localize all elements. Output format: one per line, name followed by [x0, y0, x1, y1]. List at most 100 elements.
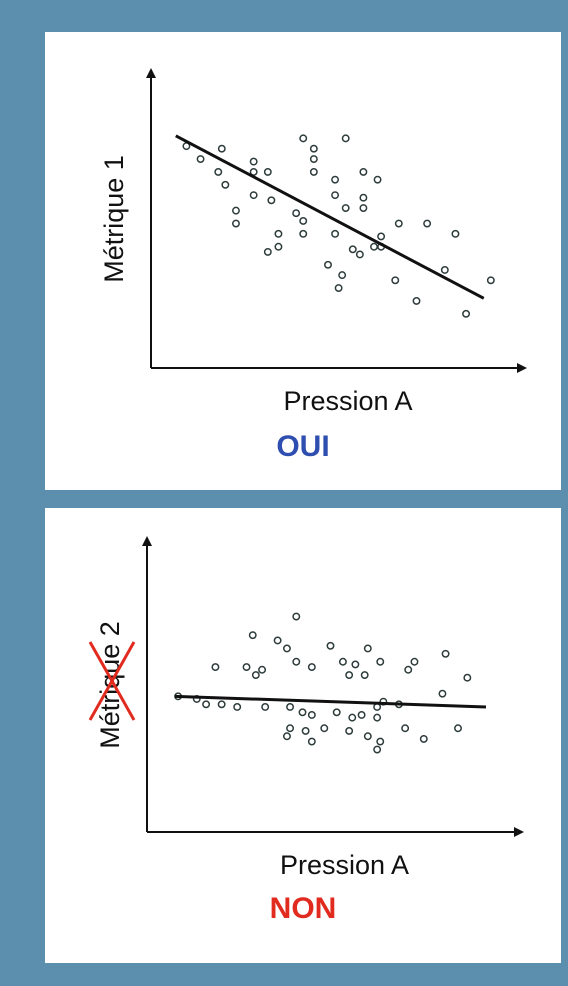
scatter-point	[196, 155, 205, 163]
scatter-point	[248, 631, 257, 640]
scatter-point	[299, 216, 308, 225]
scatter-point	[283, 732, 291, 741]
scatter-point	[438, 689, 447, 698]
scatter-point	[286, 703, 295, 711]
scatter-point	[324, 260, 332, 269]
scatter-point	[309, 155, 318, 163]
scatter-point	[345, 726, 354, 735]
scatter-point	[261, 703, 270, 711]
scatter-point	[363, 644, 372, 653]
scatter-point	[283, 644, 291, 653]
scatter-point	[307, 663, 316, 672]
trend-line	[175, 134, 485, 300]
scatter-point	[394, 219, 403, 228]
scatter-point	[391, 276, 400, 285]
scatter-point	[326, 641, 335, 650]
scatter-point	[359, 204, 368, 212]
scatter-point	[299, 134, 308, 143]
scatter-point	[441, 649, 450, 658]
scatter-point	[370, 242, 378, 251]
scatter-point	[373, 713, 382, 722]
scatter-point	[331, 191, 340, 200]
scatter-point	[214, 167, 223, 176]
scatter-point	[267, 196, 276, 205]
scatter-point	[274, 229, 283, 238]
scatter-point	[404, 665, 413, 674]
scatter-point	[331, 175, 340, 184]
scatter-point	[423, 219, 432, 228]
scatter-point	[309, 144, 318, 153]
scatter-point	[363, 732, 372, 741]
scatter-point	[292, 657, 301, 666]
scatter-point	[251, 671, 260, 680]
scatter-point	[263, 247, 272, 256]
scatter-point	[301, 726, 310, 735]
scatter-point	[341, 134, 350, 143]
scatter-point	[359, 193, 368, 202]
scatter-point	[410, 657, 419, 666]
scatter-point	[309, 167, 318, 176]
scatter-point	[307, 711, 316, 719]
scatter-point	[232, 206, 240, 215]
scatter-point	[273, 636, 282, 645]
scatter-point	[359, 167, 368, 176]
y-axis-label: Métrique 1	[99, 155, 129, 283]
scatter-point	[249, 157, 258, 166]
scatter-point	[233, 703, 242, 711]
scatter-point	[334, 284, 343, 292]
x-axis-label: Pression A	[283, 386, 412, 416]
scatter-point	[242, 663, 251, 672]
scatter-point	[373, 745, 382, 754]
scatter-point	[338, 657, 347, 666]
scatter-point	[320, 724, 329, 733]
scatter-point	[217, 144, 226, 153]
scatter-point	[463, 673, 472, 682]
scatter-point	[286, 724, 295, 733]
scatter-point	[298, 708, 307, 717]
scatter-point	[331, 229, 340, 238]
scatter-point	[355, 250, 364, 259]
scatter-point	[462, 309, 471, 318]
scatter-point	[419, 734, 428, 743]
scatter-point	[348, 245, 357, 254]
scatter-point	[263, 167, 272, 176]
scatter-point	[292, 209, 301, 218]
scatter-point	[351, 660, 360, 669]
scatter-point	[376, 737, 385, 746]
verdict-label-oui: OUI	[276, 430, 330, 463]
scatter-point	[451, 229, 460, 238]
scatter-chart-correlated: Pression A Métrique 1	[99, 68, 527, 416]
scatter-point	[211, 663, 220, 672]
scatter-point	[274, 242, 283, 251]
scatter-point	[258, 665, 267, 674]
trend-line	[174, 694, 487, 709]
scatter-point	[376, 657, 385, 666]
scatter-point	[202, 700, 211, 709]
scatter-point	[373, 175, 382, 184]
scatter-point	[292, 612, 301, 621]
scatter-point	[332, 708, 341, 717]
scatter-point	[412, 296, 421, 305]
scatter-point	[307, 737, 316, 746]
chart-panel-correlated: Pression A Métrique 1 OUI	[45, 32, 561, 490]
x-axis-label: Pression A	[280, 850, 409, 880]
scatter-point	[377, 232, 386, 241]
scatter-point	[217, 700, 226, 709]
scatter-point	[345, 671, 354, 680]
cross-out-mark	[88, 641, 136, 721]
scatter-point	[338, 271, 347, 280]
scatter-point	[299, 229, 308, 238]
scatter-point	[249, 191, 258, 200]
scatter-point	[454, 724, 462, 733]
scatter-point	[232, 219, 240, 228]
scatter-point	[249, 167, 258, 176]
scatter-point	[221, 180, 230, 189]
verdict-label-non: NON	[269, 892, 337, 925]
scatter-point	[360, 671, 369, 680]
scatter-point	[440, 266, 449, 274]
scatter-point	[401, 724, 410, 733]
scatter-point	[348, 713, 357, 722]
